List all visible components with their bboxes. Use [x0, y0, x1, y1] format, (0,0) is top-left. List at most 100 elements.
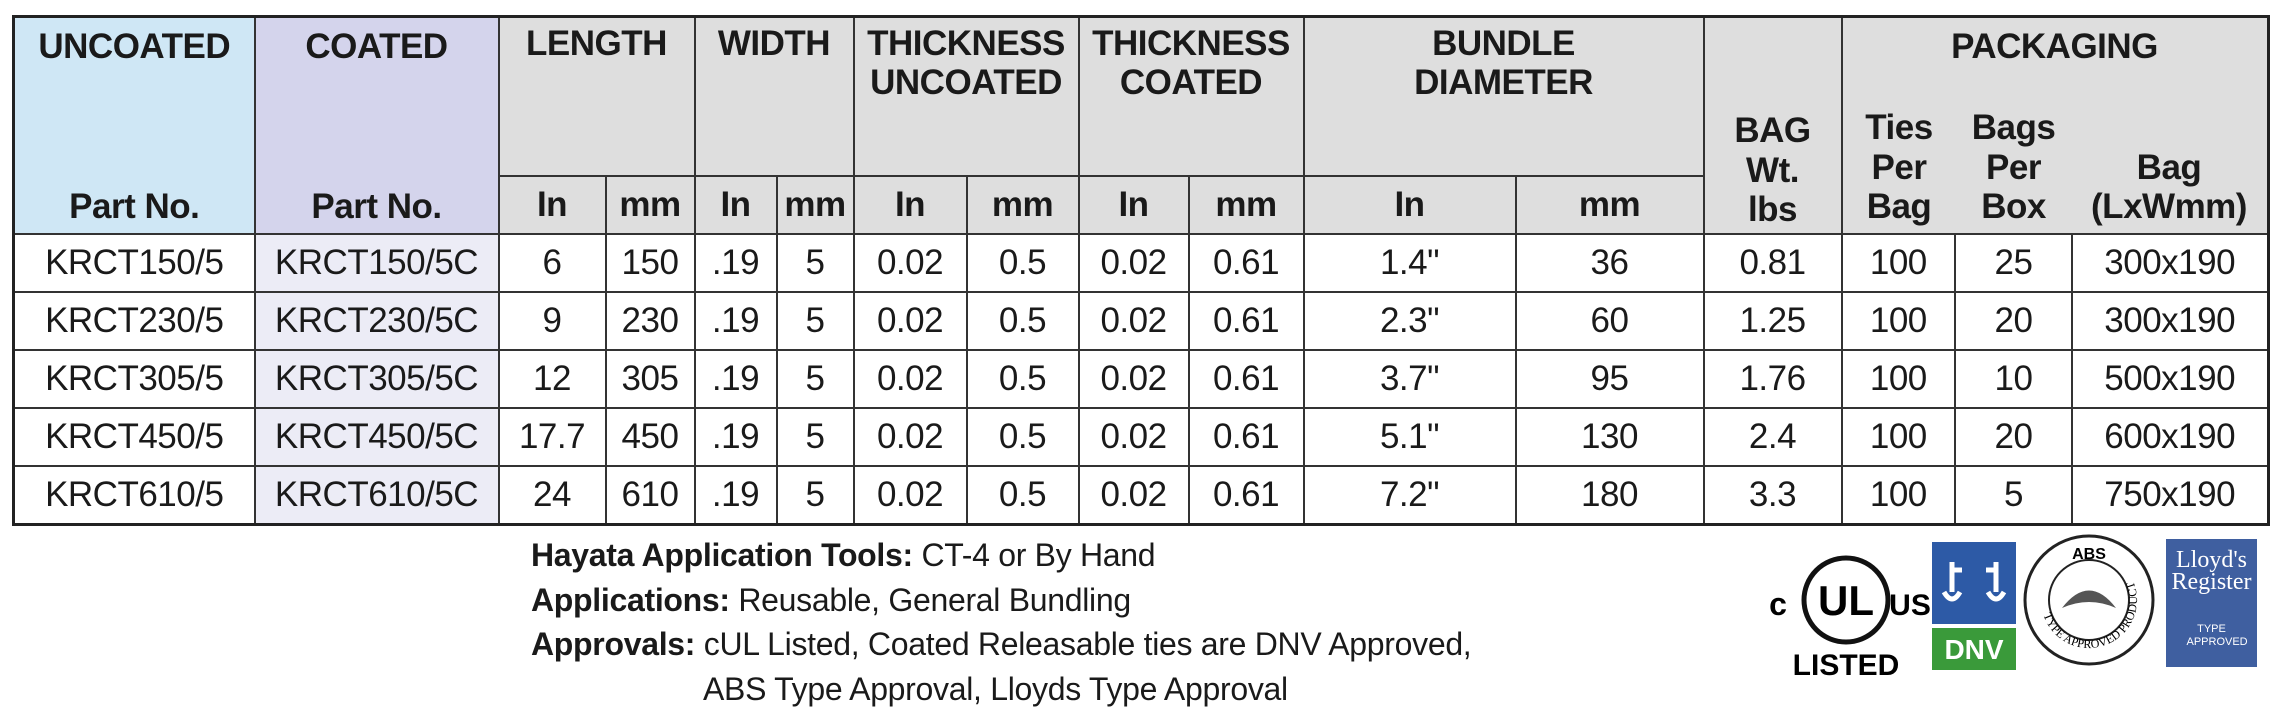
cell: 5.1" [1302, 407, 1517, 467]
cell: KRCT230/5 [12, 291, 256, 351]
cell: 1.76 [1702, 349, 1843, 409]
cell: 0.5 [965, 465, 1080, 526]
cell: 500x190 [2070, 349, 2270, 409]
cell: 0.02 [1077, 233, 1190, 293]
group-title: THICKNESS COATED [1092, 24, 1290, 103]
cell: 0.02 [852, 349, 968, 409]
unit-header: mm [1187, 175, 1305, 235]
cell: 20 [1954, 291, 2073, 351]
cell: 12 [497, 349, 607, 409]
cell: 100 [1840, 407, 1957, 467]
abs-top: ABS [2072, 546, 2106, 563]
abs-eagle [2062, 590, 2116, 608]
footer-label: Hayata Application Tools: [531, 537, 913, 573]
cell: KRCT150/5 [12, 233, 256, 293]
header-row: UNCOATED Part No. COATED Part No. LENGTH WIDT… [12, 15, 2269, 235]
cell: 0.61 [1187, 349, 1305, 409]
cell: 2.3" [1302, 291, 1517, 351]
footer-continuation: ABS Type Approval, Lloyds Type Approval [703, 670, 1288, 707]
cell: 0.02 [852, 233, 968, 293]
packaging-col: Bags Per Box [1956, 108, 2072, 226]
cell: 5 [775, 465, 855, 526]
abs-inner [2048, 559, 2130, 641]
cell: 0.02 [852, 407, 968, 467]
cell: KRCT450/5C [253, 407, 500, 467]
unit-row: In mm In mm In mm In mm In mm [14, 175, 2269, 235]
packaging-title: PACKAGING [1951, 27, 2158, 66]
cell: 750x190 [2070, 465, 2270, 526]
cell: 36 [1514, 233, 1705, 293]
cell: 5 [775, 233, 855, 293]
cell: 1.25 [1702, 291, 1843, 351]
cell: 0.61 [1187, 407, 1305, 467]
cell: 0.5 [965, 233, 1080, 293]
cell: KRCT230/5C [253, 291, 500, 351]
footer-text: cUL Listed, Coated Releasable ties are D… [703, 626, 1472, 662]
cell: 100 [1840, 349, 1957, 409]
footer-line: Applications: Reusable, General Bundling [531, 578, 1471, 623]
cell: .19 [693, 349, 778, 409]
ul-mark: UL [1818, 577, 1874, 624]
cell: KRCT610/5C [253, 465, 500, 526]
packaging-col: Ties Per Bag [1843, 108, 1955, 226]
cell: 10 [1954, 349, 2073, 409]
cell: 230 [604, 291, 696, 351]
group-header: WIDTH [693, 15, 855, 177]
cell: .19 [693, 233, 778, 293]
ul-listed: LISTED [1793, 649, 1900, 682]
cell: 0.02 [1077, 291, 1190, 351]
cell: 24 [497, 465, 607, 526]
cell: 610 [604, 465, 696, 526]
cell: KRCT305/5C [253, 349, 500, 409]
lloyds-logo: Lloyd's Register TYPE APPROVED [2166, 539, 2257, 667]
packaging-col-title: Bag (LxWmm) [2091, 147, 2247, 226]
cell: 0.02 [1077, 465, 1190, 526]
cell: 0.81 [1702, 233, 1843, 293]
bag-weight-header: BAG Wt. lbs [1702, 15, 1843, 235]
lloyds-name: Lloyd's Register [2171, 547, 2252, 595]
ul-ring [1801, 555, 1891, 645]
cell: 0.61 [1187, 291, 1305, 351]
header-sub: Part No. [311, 186, 442, 226]
header-title: UNCOATED [38, 27, 231, 66]
cell: .19 [693, 465, 778, 526]
cell: 100 [1840, 465, 1957, 526]
dnv-top [1932, 542, 2016, 624]
footer-line: Approvals: cUL Listed, Coated Releasable… [531, 622, 1472, 667]
unit-header: mm [1514, 175, 1705, 235]
cell: KRCT150/5C [253, 233, 500, 293]
cell: 3.7" [1302, 349, 1517, 409]
cell: 9 [497, 291, 607, 351]
data-row: KRCT230/5 KRCT230/5C 9 230.19 5 0.02 0.5 0.02 0.… [12, 291, 2270, 351]
abs-logo: ABS TYPE APPROVED PRODUCT [2023, 534, 2155, 666]
cell: 100 [1840, 233, 1957, 293]
bag-weight-title: BAG Wt. lbs [1734, 111, 1811, 229]
unit-header: mm [775, 175, 855, 235]
unit-header: In [497, 175, 607, 235]
footer-text: CT-4 or By Hand [921, 537, 1156, 573]
cell: 7.2" [1302, 465, 1517, 526]
data-row: KRCT150/5 KRCT150/5C 6 150.19 5 0.02 0.5 0.02 0.… [12, 233, 2270, 293]
unit-header: mm [965, 175, 1080, 235]
dnv-text: DNV [1944, 634, 2003, 665]
cell: 5 [775, 349, 855, 409]
cell: 0.5 [965, 349, 1080, 409]
header-stack: UNCOATED Part No. [16, 21, 253, 230]
unit-header: In [693, 175, 778, 235]
cell: 17.7 [497, 407, 607, 467]
cell: 2.4 [1702, 407, 1843, 467]
cell: 0.61 [1187, 233, 1305, 293]
cell: .19 [693, 407, 778, 467]
footer-line: Hayata Application Tools: CT-4 or By Han… [531, 533, 1471, 578]
cell: KRCT610/5 [12, 465, 256, 526]
cell: 600x190 [2070, 407, 2270, 467]
header-title: COATED [305, 27, 448, 66]
header-stack: COATED Part No. [257, 21, 497, 230]
cell: 0.5 [965, 407, 1080, 467]
cell: 95 [1514, 349, 1705, 409]
packaging-header: PACKAGING Ties Per Bag Bags Per Box Bag (Lx… [1840, 15, 2269, 235]
cell: 3.3 [1702, 465, 1843, 526]
footer-notes: Hayata Application Tools: CT-4 or By Han… [531, 533, 1472, 711]
data-row: KRCT610/5 KRCT610/5C 24 610.19 5 0.02 0.5 0.02 0… [12, 465, 2270, 526]
